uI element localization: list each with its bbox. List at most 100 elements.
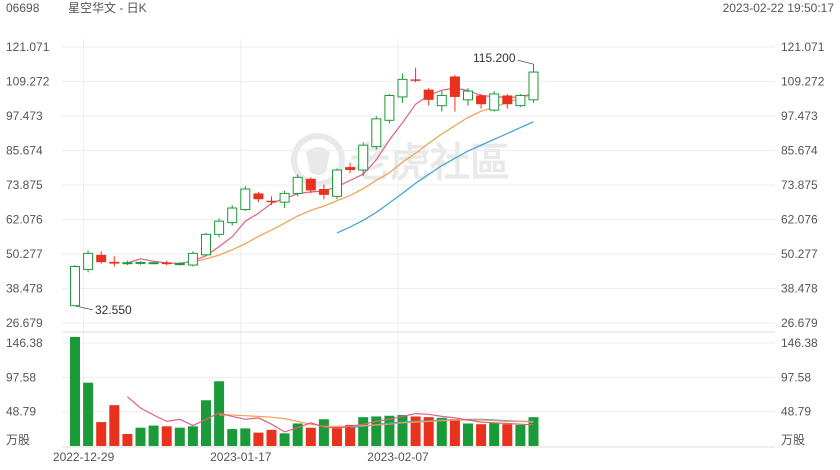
y-tick-label-right: 73.875 <box>781 178 818 192</box>
candle <box>489 91 500 112</box>
candle <box>358 142 369 176</box>
volume-bar <box>122 434 133 446</box>
x-tick-label: 2023-02-07 <box>367 450 429 464</box>
volume-bar <box>292 423 303 446</box>
candle <box>109 256 120 267</box>
grid-lines <box>62 39 775 448</box>
volume-bar <box>318 419 329 446</box>
candle <box>384 93 395 124</box>
volume-bar <box>358 417 369 446</box>
candle-body <box>266 200 277 203</box>
candle <box>449 74 460 112</box>
candle-body <box>253 193 264 200</box>
volume-bar <box>449 419 460 446</box>
volume-axis-right: 146.38 97.58 48.79 万股 <box>781 336 818 447</box>
candle-body <box>528 71 539 101</box>
annotation-high-label: 115.200 <box>473 51 516 65</box>
candle-body <box>449 76 460 97</box>
candle-body <box>423 89 434 100</box>
candle-body <box>502 95 513 105</box>
volume-bar <box>253 432 264 446</box>
candle <box>161 260 172 266</box>
candle <box>122 260 133 266</box>
candle-body <box>187 252 198 266</box>
volume-bar <box>70 336 80 446</box>
candle-body <box>201 233 211 256</box>
volume-bar <box>384 415 395 446</box>
candlestick-series <box>70 64 539 307</box>
y-tick-label-right: 50.277 <box>781 247 818 261</box>
price-annotations: 32.550 115.200 <box>74 51 534 317</box>
volume-tick-label-right: 48.79 <box>781 405 811 419</box>
candle-body <box>292 176 303 194</box>
annotation-low-label: 32.550 <box>95 303 132 317</box>
candle <box>502 93 513 109</box>
candle-body <box>161 262 172 265</box>
x-tick-label: 2022-12-29 <box>53 450 115 464</box>
volume-bar <box>174 427 185 446</box>
candle <box>463 88 473 106</box>
candle-body <box>174 263 185 266</box>
ma-long-line <box>336 121 534 234</box>
volume-ma-short-line <box>127 396 534 433</box>
x-tick-label: 2023-01-17 <box>210 450 272 464</box>
y-axis-left: 121.071 109.272 97.473 85.674 73.875 62.076 50… <box>6 40 50 330</box>
volume-bar <box>266 429 277 446</box>
watermark: 老虎社區 <box>291 133 510 187</box>
candle <box>148 261 159 265</box>
candle <box>397 73 408 103</box>
volume-tick-label-left: 97.58 <box>6 370 36 384</box>
y-tick-label-left: 50.277 <box>6 247 43 261</box>
volume-bar <box>397 415 408 446</box>
annotation-leader <box>74 305 94 311</box>
logo-mark <box>306 147 330 175</box>
candle <box>240 186 251 211</box>
candle <box>70 265 80 307</box>
volume-bar <box>423 417 434 446</box>
y-axis-right: 121.071 109.272 97.473 85.674 73.875 62.076 50… <box>781 40 825 330</box>
volume-bar <box>161 426 172 446</box>
volume-bar <box>83 382 94 446</box>
volume-bar <box>201 400 211 446</box>
candle-body <box>279 192 290 203</box>
candle <box>515 93 526 108</box>
y-tick-label-right: 62.076 <box>781 213 818 227</box>
candle <box>436 91 447 112</box>
candle-body <box>332 169 342 197</box>
volume-bar <box>109 405 120 446</box>
candle <box>305 177 316 194</box>
volume-bar <box>410 416 421 446</box>
volume-bar <box>305 427 316 446</box>
y-tick-label-left: 109.272 <box>6 75 50 89</box>
candle-body <box>96 254 107 263</box>
volume-tick-label-right: 146.38 <box>781 336 818 350</box>
y-tick-label-right: 109.272 <box>781 75 825 89</box>
candle-body <box>148 262 159 265</box>
candle <box>345 162 356 173</box>
y-tick-label-left: 73.875 <box>6 178 43 192</box>
candle-body <box>358 144 369 171</box>
y-tick-label-left: 62.076 <box>6 213 43 227</box>
candle <box>253 191 264 203</box>
annotation-leader <box>517 59 534 65</box>
candle-body <box>83 252 94 270</box>
candle-body <box>476 95 487 105</box>
volume-tick-label-right: 97.58 <box>781 370 811 384</box>
volume-bars <box>70 336 539 446</box>
candle-body <box>305 178 316 191</box>
candle-body <box>135 261 146 264</box>
candle <box>279 190 290 209</box>
candle-body <box>70 266 80 307</box>
volume-bar <box>502 424 513 446</box>
candle-body <box>345 167 356 171</box>
candle <box>266 196 277 206</box>
volume-bar <box>135 427 146 446</box>
candle-body <box>384 94 395 121</box>
candle <box>371 115 382 150</box>
y-tick-label-right: 121.071 <box>781 40 825 54</box>
volume-bar <box>214 381 225 446</box>
candle <box>135 261 146 265</box>
volume-bar <box>279 433 290 446</box>
candle-body <box>371 118 382 148</box>
